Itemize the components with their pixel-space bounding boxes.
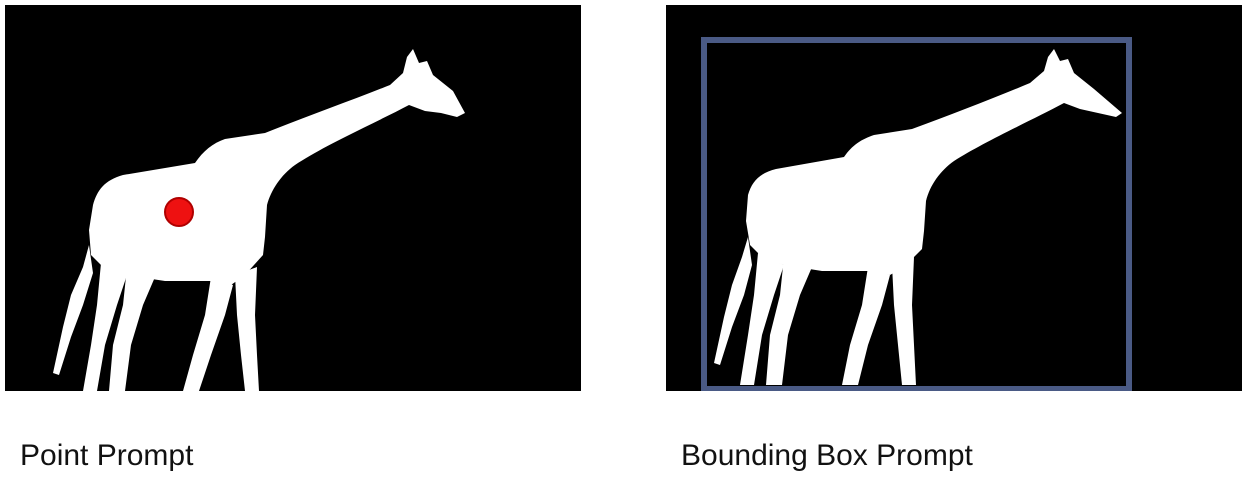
bounding-box-prompt-panel (666, 5, 1242, 391)
point-prompt-panel (5, 5, 581, 391)
point-prompt-image (53, 49, 465, 391)
point-prompt-caption: Point Prompt (20, 439, 194, 472)
giraffe-mask (714, 49, 1122, 385)
prompt-point-marker (164, 197, 194, 227)
giraffe-mask (53, 49, 465, 391)
bounding-box-prompt (701, 37, 1132, 391)
bounding-box-prompt-caption: Bounding Box Prompt (681, 439, 973, 472)
bounding-box-prompt-image (701, 37, 1132, 391)
